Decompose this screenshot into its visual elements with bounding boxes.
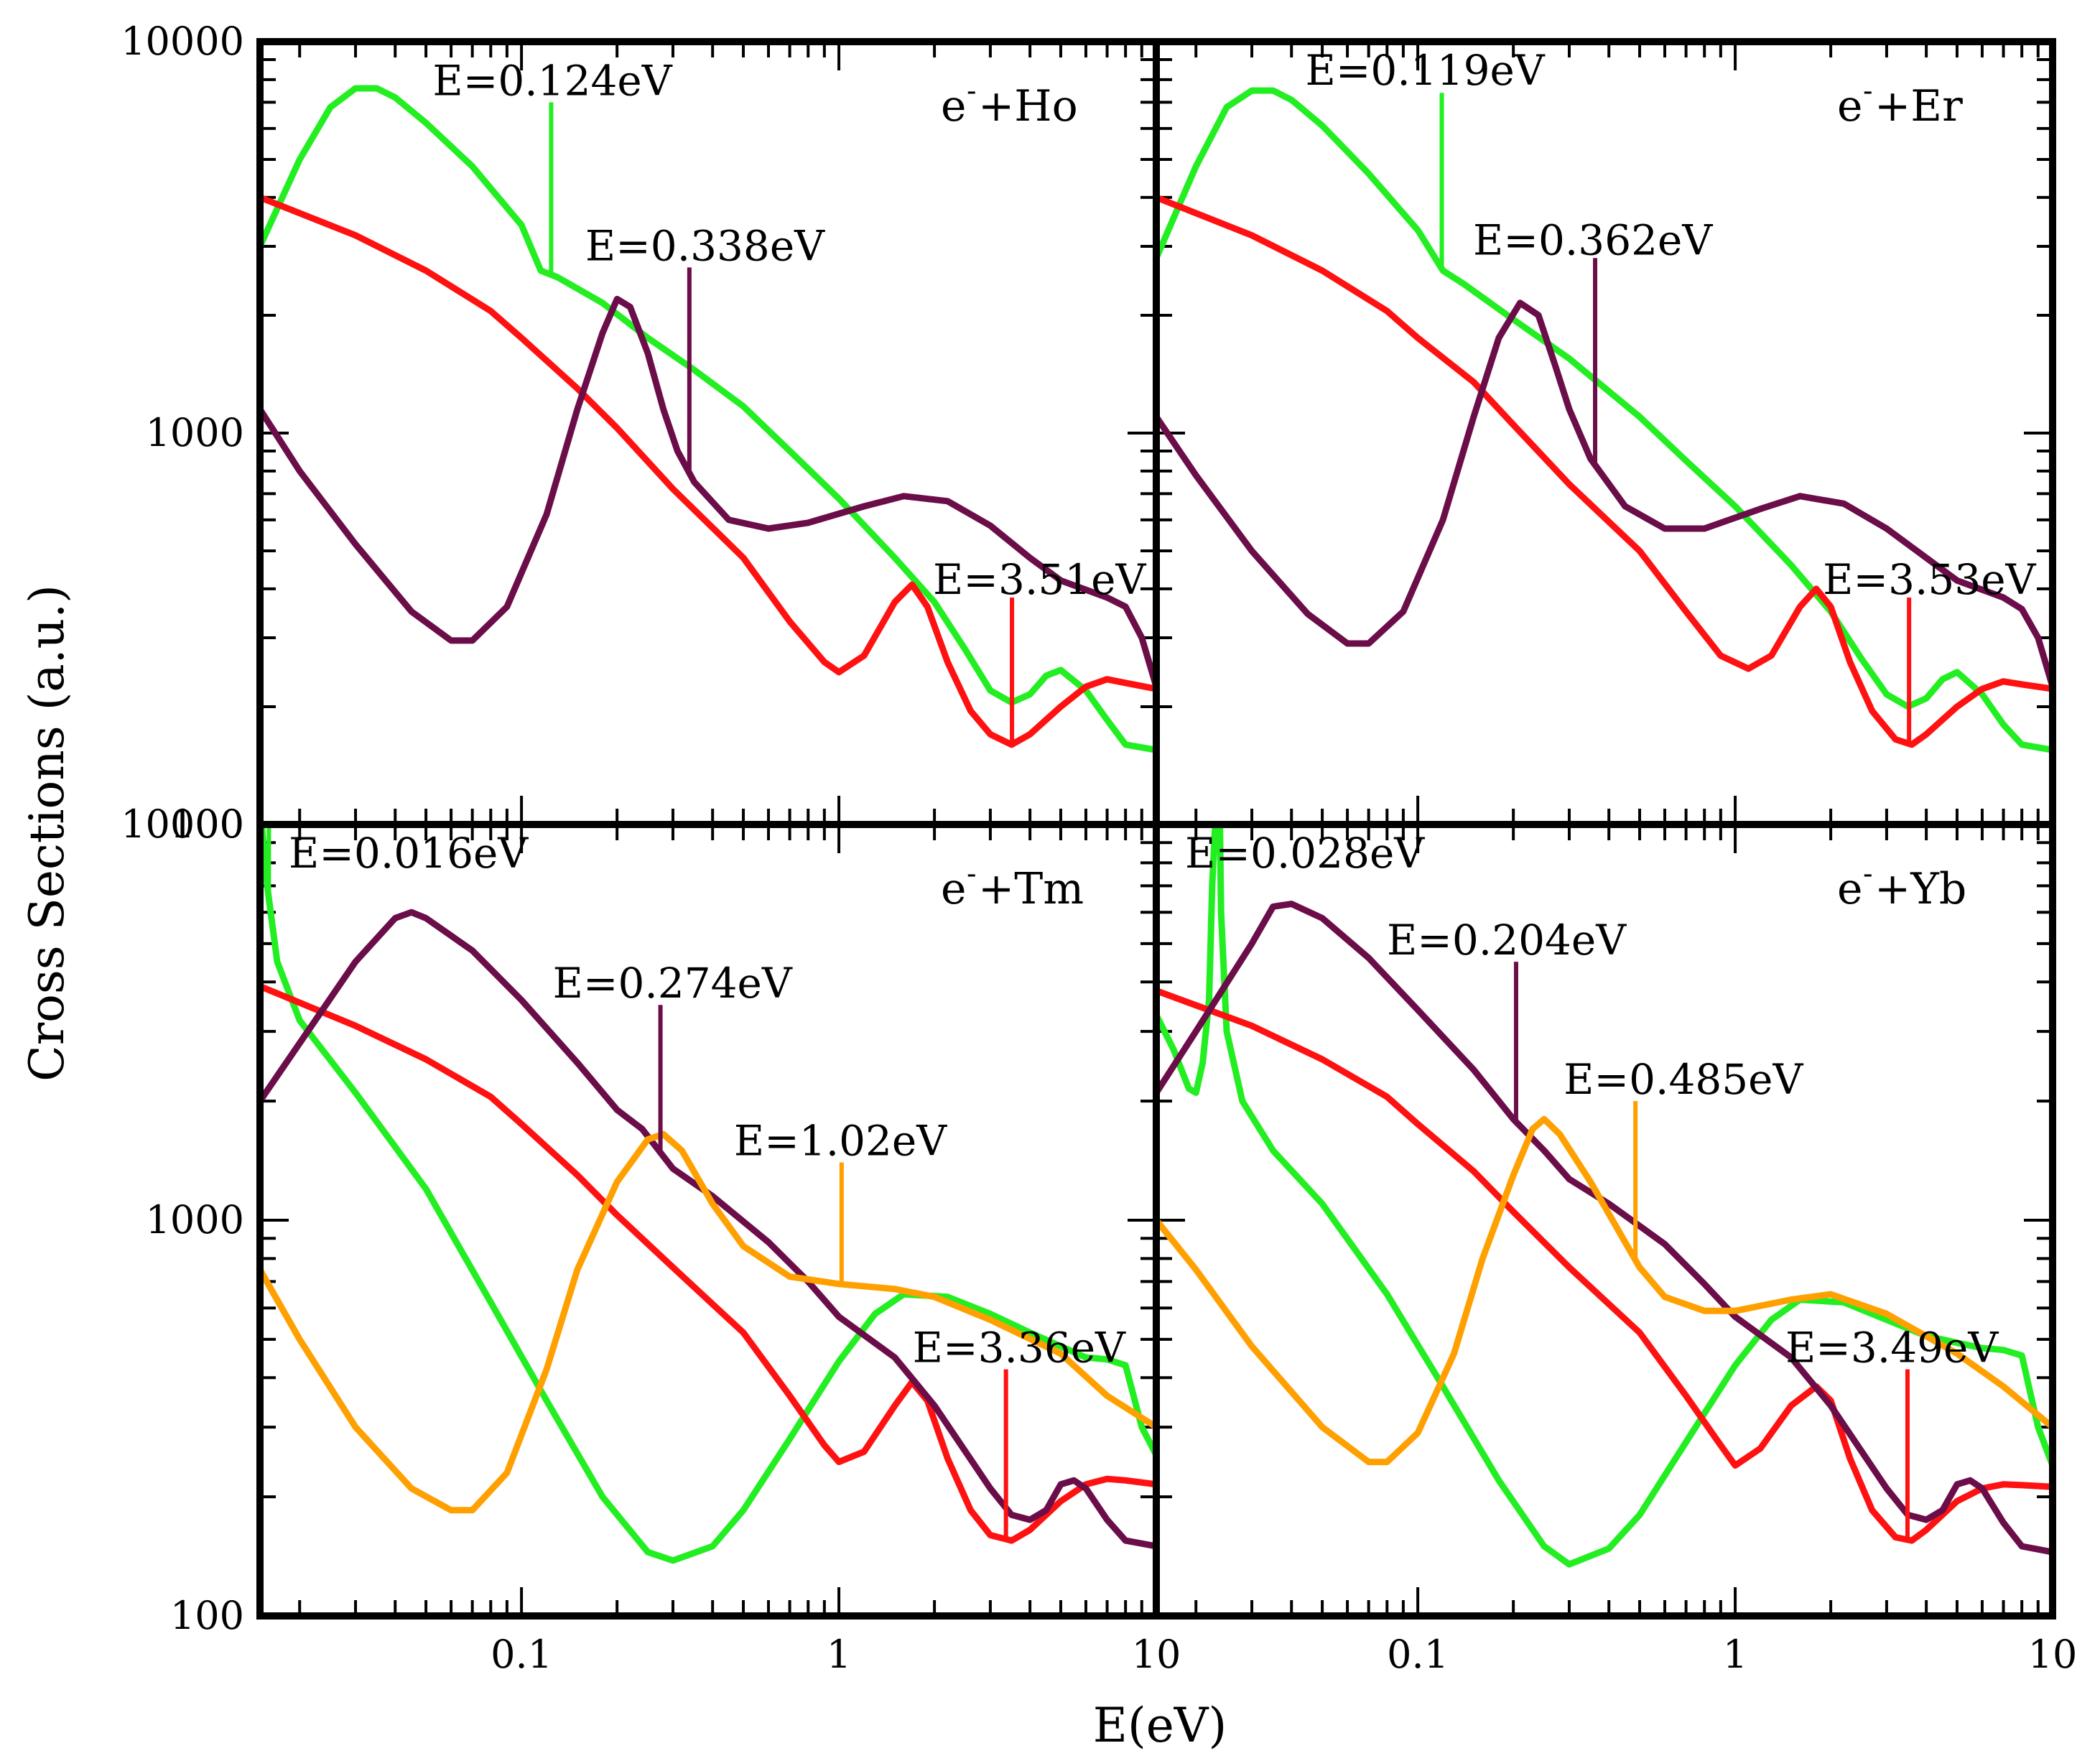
series-red	[260, 194, 1156, 748]
resonance-label: E=0.274eV	[553, 959, 793, 1008]
series-purple	[1156, 901, 2053, 1556]
panel-title: e	[1837, 864, 1863, 914]
x-tick-label: 1	[1723, 1632, 1747, 1677]
panel-title-sup: -	[967, 75, 977, 108]
panel-frame	[256, 821, 1160, 1620]
panel-title: e	[941, 864, 967, 914]
resonance-label: E=1.02eV	[734, 1116, 947, 1165]
panel-title: e	[941, 81, 967, 131]
resonance-label: E=3.51eV	[933, 555, 1146, 604]
series-orange	[260, 1130, 1156, 1514]
panel-title-element: +Ho	[978, 81, 1078, 131]
resonance-label: E=3.49eV	[1785, 1324, 1999, 1372]
resonance-label: E=3.36eV	[913, 1324, 1126, 1372]
series-green	[1156, 87, 2053, 753]
x-tick-label: 0.1	[1387, 1632, 1449, 1677]
panel-title-element: +Tm	[978, 864, 1084, 914]
panel-curves	[260, 85, 1156, 753]
y-tick-label: 100	[170, 801, 244, 847]
panel-frame	[1153, 38, 2056, 828]
panel-title: e	[1837, 81, 1863, 131]
panel-ho: E=0.124eV E=0.338eV E=3.51eV e - +Ho 100 1000 10…	[121, 19, 1160, 847]
series-green	[260, 824, 1156, 1564]
y-tick-label: 100	[170, 1593, 244, 1638]
series-orange	[1156, 1115, 2053, 1466]
resonance-label: E=0.362eV	[1473, 215, 1713, 264]
panel-ticks	[1156, 42, 2053, 826]
panel-title-element: +Er	[1874, 81, 1963, 131]
series-green	[260, 85, 1156, 753]
resonance-label: E=0.124eV	[432, 56, 672, 105]
y-tick-label: 10000	[121, 801, 244, 847]
panel-frame	[1153, 821, 2056, 1620]
series-red	[1156, 988, 2053, 1544]
panel-curves	[1156, 824, 2053, 1568]
x-tick-label: 1	[827, 1632, 851, 1677]
panel-ticks	[260, 42, 1156, 826]
series-purple	[1156, 299, 2053, 690]
panel-title-sup: -	[967, 858, 977, 891]
panel-frame	[256, 38, 1160, 828]
panel-yb: E=0.028eV E=0.204eV E=0.485eV E=3.49eV e - +Yb…	[1153, 821, 2078, 1677]
series-red	[1156, 194, 2053, 748]
panel-curves	[260, 824, 1156, 1564]
panel-title-sup: -	[1863, 75, 1873, 108]
y-tick-label: 1000	[146, 410, 244, 455]
panel-tm: E=0.016eV E=0.274eV E=1.02eV E=3.36eV e - +Tm 1…	[121, 801, 1181, 1677]
series-red	[260, 982, 1156, 1544]
resonance-label: E=0.485eV	[1564, 1055, 1803, 1104]
x-tick-label: 10	[1132, 1632, 1181, 1677]
resonance-label: E=0.119eV	[1306, 46, 1546, 95]
panel-title-element: +Yb	[1874, 864, 1966, 914]
resonance-label: E=3.53eV	[1823, 555, 2036, 604]
y-tick-label: 1000	[146, 1197, 244, 1242]
panel-curves	[1156, 87, 2053, 753]
series-green	[1156, 824, 2053, 1568]
series-purple	[260, 295, 1156, 690]
resonance-label: E=0.028eV	[1185, 829, 1425, 878]
x-tick-label: 0.1	[491, 1632, 552, 1677]
panel-title-sup: -	[1863, 858, 1873, 891]
x-tick-label: 10	[2028, 1632, 2078, 1677]
x-axis-title: E(eV)	[1093, 1698, 1227, 1753]
series-purple	[260, 909, 1156, 1550]
y-tick-label: 10000	[121, 19, 244, 64]
y-axis-title: Cross Sections (a.u.)	[19, 585, 75, 1082]
resonance-label: E=0.204eV	[1387, 916, 1627, 965]
panel-ticks	[260, 824, 1156, 1617]
panel-er: E=0.119eV E=0.362eV E=3.53eV e - +Er	[1153, 38, 2056, 828]
resonance-label: E=0.016eV	[289, 829, 529, 878]
resonance-label: E=0.338eV	[585, 221, 825, 270]
